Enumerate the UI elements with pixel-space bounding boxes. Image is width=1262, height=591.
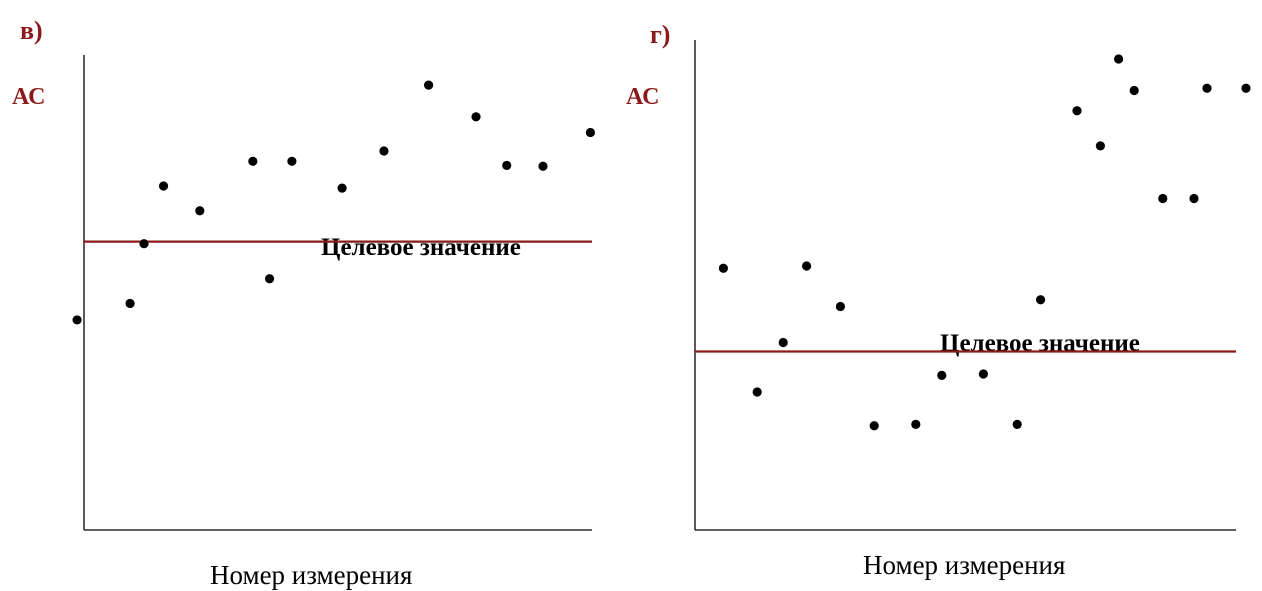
y-axis-label-b: АС	[626, 84, 660, 110]
data-point-b-8	[937, 370, 947, 380]
data-point-b-11	[1036, 295, 1046, 305]
data-point-a-1	[72, 315, 82, 325]
data-point-b-17	[1189, 193, 1199, 204]
data-point-b-18	[1202, 83, 1212, 93]
data-point-a-13	[502, 160, 512, 171]
data-point-a-15	[585, 127, 596, 138]
data-point-a-12	[471, 112, 481, 122]
data-point-b-3	[778, 337, 788, 348]
data-point-b-6	[869, 421, 879, 431]
data-point-b-2	[752, 387, 762, 397]
y-axis-label-a: АС	[12, 84, 46, 110]
data-point-a-3	[139, 239, 149, 249]
data-point-a-4	[158, 181, 169, 191]
data-point-b-5	[835, 301, 846, 312]
data-point-b-12	[1072, 106, 1082, 116]
data-point-a-7	[264, 274, 275, 284]
x-axis-label-a: Номер измерения	[210, 560, 413, 590]
panel-label-b: г)	[650, 20, 671, 49]
data-point-b-9	[978, 369, 989, 379]
data-point-b-13	[1095, 141, 1105, 151]
data-point-b-15	[1129, 85, 1139, 96]
data-point-a-14	[538, 161, 548, 171]
data-point-a-10	[379, 146, 389, 156]
data-point-a-9	[337, 183, 347, 193]
data-point-b-1	[718, 263, 729, 273]
data-point-b-7	[911, 419, 921, 429]
data-point-b-4	[802, 261, 812, 271]
scatter-chart-b	[694, 40, 1251, 531]
data-point-b-16	[1158, 193, 1168, 204]
data-point-b-19	[1241, 83, 1251, 93]
data-point-a-6	[248, 156, 258, 166]
data-point-b-14	[1114, 54, 1124, 64]
data-point-a-5	[195, 206, 205, 216]
data-point-b-10	[1012, 419, 1022, 429]
scatter-chart-a	[72, 55, 596, 531]
x-axis-label-b: Номер измерения	[863, 550, 1066, 580]
target-label-a: Целевое значение	[321, 234, 521, 261]
data-point-a-2	[125, 298, 135, 309]
panel-label-a: в)	[20, 16, 43, 45]
data-point-a-8	[287, 156, 297, 166]
data-point-a-11	[424, 80, 434, 90]
